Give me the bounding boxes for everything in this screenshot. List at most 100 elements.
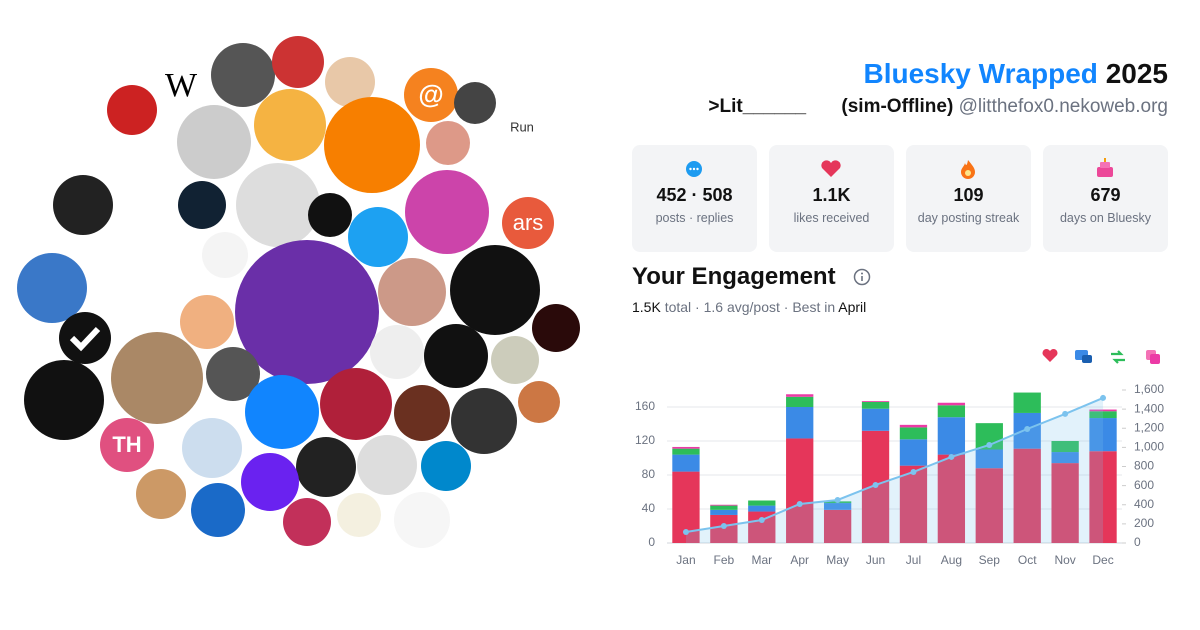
avatar (177, 105, 251, 179)
bar-segment (937, 402, 966, 406)
bar-segment (899, 439, 928, 466)
x-tick-label: Feb (714, 553, 735, 567)
avatar (405, 170, 489, 254)
avatar (111, 332, 203, 424)
avatar (370, 325, 424, 379)
bar-segment (1089, 411, 1117, 419)
avatar (206, 347, 260, 401)
line (685, 397, 1104, 533)
bar-segment (1013, 412, 1041, 449)
y-tick-label: 0 (648, 535, 655, 549)
bar-segment (672, 471, 700, 543)
avatar (518, 381, 560, 423)
line-point (1024, 426, 1031, 433)
info-icon[interactable] (853, 268, 871, 286)
x-tick-label: Jun (866, 553, 885, 567)
stat-value: 452 · 508 (656, 185, 733, 205)
x-tick-label: May (826, 553, 849, 567)
avatar (245, 375, 319, 449)
avatar (100, 418, 154, 472)
avatar (394, 492, 450, 548)
title: Bluesky Wrapped (863, 58, 1098, 89)
legend-icon[interactable] (1082, 355, 1092, 363)
bar-segment (1051, 441, 1079, 453)
legend (1042, 348, 1160, 364)
avatar (136, 469, 186, 519)
avatar (107, 85, 157, 135)
line-point (1062, 410, 1069, 417)
avatar (17, 253, 87, 323)
bar-segment (672, 448, 700, 455)
line-point (796, 500, 803, 507)
bar-segment (823, 503, 852, 510)
avatar-text: @ (418, 79, 443, 109)
line-point (834, 496, 841, 503)
avatar (324, 97, 420, 193)
stat-card: 109 day posting streak (906, 145, 1031, 252)
display-name: >Lit______ (708, 96, 807, 117)
y-tick-label: 160 (635, 399, 655, 413)
y2-tick-label: 1,400 (1134, 401, 1164, 415)
line-point (1100, 394, 1107, 401)
icon (961, 160, 975, 179)
avatar (337, 493, 381, 537)
bar-segment (975, 423, 1003, 450)
avatar (308, 193, 352, 237)
avatar (178, 181, 226, 229)
avatar-text: W (165, 67, 198, 104)
bar-segment (1051, 463, 1079, 543)
avatar (59, 312, 111, 364)
y2-tick-label: 200 (1134, 516, 1154, 530)
y2-tick-label: 0 (1134, 535, 1141, 549)
check-icon (69, 326, 101, 352)
summary-text: total · 1.6 avg/post · Best in (664, 299, 836, 315)
avatar (235, 240, 379, 384)
avatar (53, 175, 113, 235)
avatar (394, 385, 450, 441)
bar-segment (672, 454, 700, 472)
bar-segment (1089, 451, 1117, 543)
y2-tick-label: 400 (1134, 497, 1154, 511)
bar-segment (1089, 409, 1117, 412)
legend-icon[interactable] (1042, 348, 1058, 362)
avatar (424, 324, 488, 388)
bar-segment (786, 438, 814, 543)
line-point (682, 529, 689, 536)
bar-segment (710, 509, 738, 515)
legend-icon[interactable] (1150, 354, 1160, 364)
avatar (182, 418, 242, 478)
bar-segment (748, 511, 776, 543)
bar-segment (1013, 448, 1041, 543)
x-tick-label: Jul (906, 553, 921, 567)
bar-segment (937, 405, 966, 418)
bar-segment (861, 401, 890, 402)
icon (821, 160, 841, 177)
legend-icon[interactable] (1146, 350, 1156, 360)
bar-segment (710, 504, 738, 506)
avatar (348, 207, 408, 267)
bar-segment (786, 396, 814, 407)
y2-tick-label: 1,000 (1134, 440, 1164, 454)
status: (sim-Offline) (841, 96, 954, 117)
y2-tick-label: 600 (1134, 478, 1154, 492)
icon (686, 161, 702, 177)
bar-segment (975, 468, 1003, 543)
bar-segment (861, 430, 890, 543)
x-tick-label: Oct (1018, 553, 1037, 567)
x-tick-label: Dec (1092, 553, 1113, 567)
avatar (254, 89, 326, 161)
bar-segment (823, 509, 852, 543)
bar-segment (899, 424, 928, 428)
legend-icon[interactable] (1075, 350, 1088, 360)
bar-segment (786, 407, 814, 439)
line-point (720, 522, 727, 529)
legend-icon[interactable] (1111, 350, 1125, 364)
avatar (450, 245, 540, 335)
y2-tick-label: 1,600 (1134, 382, 1164, 396)
bar-segment (899, 465, 928, 543)
avatar (502, 197, 554, 249)
avatar (357, 435, 417, 495)
avatars (17, 36, 580, 548)
bar-segment (748, 505, 776, 512)
